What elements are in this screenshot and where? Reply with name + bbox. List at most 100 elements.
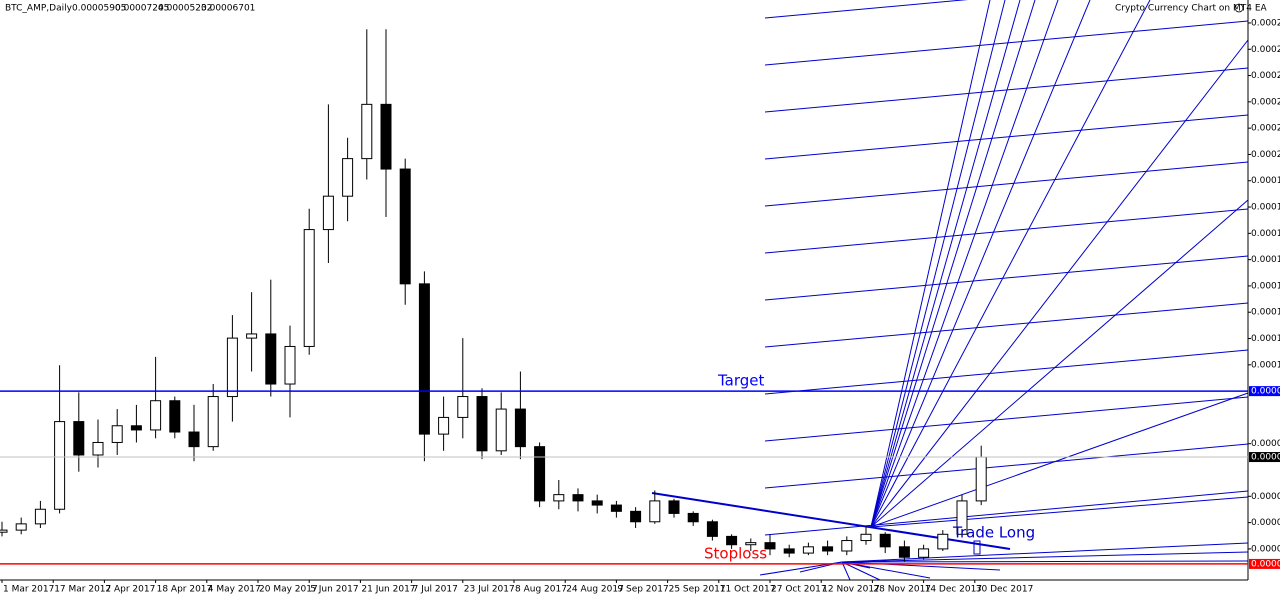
y-tick-label: 0.00023 xyxy=(1251,97,1280,107)
y-tick-label: 0.00019 xyxy=(1251,176,1280,186)
channel-line xyxy=(764,396,1249,442)
y-tick-label: 0.00013 xyxy=(1251,308,1280,318)
x-tick-label: 17 Mar 2017 xyxy=(54,585,111,595)
gann-fan-line xyxy=(841,551,1249,563)
x-tick-label: 27 Oct 2017 xyxy=(771,585,827,595)
candle-body xyxy=(726,535,738,546)
gann-fan-line xyxy=(870,0,1021,528)
x-tick-label: 18 Apr 2017 xyxy=(157,585,213,595)
x-tick-label: 9 Sep 2017 xyxy=(617,585,668,595)
gann-fan-line xyxy=(870,392,1249,528)
candle-body xyxy=(783,548,795,554)
candle-body xyxy=(745,542,757,546)
candle-body xyxy=(553,494,565,502)
x-tick-label: 24 Aug 2017 xyxy=(566,585,624,595)
candle-body xyxy=(0,529,8,533)
candle-body xyxy=(207,396,219,448)
channel-line xyxy=(764,208,1249,254)
x-tick-label: 5 Jun 2017 xyxy=(310,585,358,595)
candle-body xyxy=(226,337,238,398)
channel-line xyxy=(764,255,1249,301)
header-low: 0.00005232 xyxy=(158,4,212,14)
candle-body xyxy=(956,500,968,535)
candle-body xyxy=(879,533,891,548)
gann-fan-line xyxy=(870,0,1151,528)
candle-body xyxy=(687,512,699,523)
y-tick-label: 0.00017 xyxy=(1251,229,1280,239)
candle-body xyxy=(822,546,834,552)
header-close: 0.00006701 xyxy=(201,4,255,14)
candle-body xyxy=(150,400,162,431)
candle-body xyxy=(284,345,296,385)
gann-fan-line xyxy=(870,0,1036,528)
gann-fan-line xyxy=(841,561,871,569)
x-tick-label: 12 Nov 2017 xyxy=(822,585,880,595)
candle-body xyxy=(572,494,584,502)
channel-line xyxy=(764,349,1249,395)
candle-body xyxy=(130,425,142,431)
candle-body xyxy=(457,396,469,418)
candle-body xyxy=(802,546,814,554)
candle-body xyxy=(975,456,987,502)
candle-body xyxy=(399,168,411,285)
header-open: 0.00005905 xyxy=(72,4,126,14)
x-tick-label: 11 Oct 2017 xyxy=(720,585,776,595)
x-tick-label: 2 Apr 2017 xyxy=(105,585,155,595)
close-icon[interactable] xyxy=(1234,3,1244,13)
channel-line xyxy=(764,302,1249,348)
gann-fan-line xyxy=(870,0,1059,528)
gann-fan-line xyxy=(841,542,1249,563)
channel-line xyxy=(764,0,969,19)
x-tick-label: 4 May 2017 xyxy=(208,585,261,595)
header-high: 0.00007245 xyxy=(115,4,169,14)
y-tick-label: 0.00002 xyxy=(1251,544,1280,554)
candle-body xyxy=(111,425,123,443)
y-tick-label: 0.00003 xyxy=(1251,518,1280,528)
candle-body xyxy=(438,416,450,435)
candle-body xyxy=(476,396,488,452)
trendline xyxy=(651,492,1011,550)
buy-arrow xyxy=(973,540,981,555)
gann-fan-line xyxy=(841,560,1249,563)
y-tick-label: 0.00004 xyxy=(1251,492,1280,502)
x-tick-label: 1 Mar 2017 xyxy=(3,585,54,595)
candle-body xyxy=(495,408,507,452)
candle-body xyxy=(918,548,930,558)
y-tick-label: 0.00012 xyxy=(1251,334,1280,344)
x-tick-label: 8 Aug 2017 xyxy=(515,585,567,595)
current-price-label: 0.00006 xyxy=(1251,453,1280,463)
candle-body xyxy=(322,195,334,231)
y-tick-label: 0.00022 xyxy=(1251,124,1280,134)
y-tick-label: 0.00027 xyxy=(1251,18,1280,28)
candle-body xyxy=(610,504,622,512)
candle-body xyxy=(841,540,853,552)
candle-body xyxy=(937,533,949,550)
y-tick-label: 0.00016 xyxy=(1251,255,1280,265)
candle-body xyxy=(15,523,27,531)
candle-body xyxy=(169,400,181,433)
y-tick-label: 0.00026 xyxy=(1251,45,1280,55)
current-price-box xyxy=(1249,452,1280,463)
candle-body xyxy=(860,533,872,542)
gann-fan-line xyxy=(870,0,1006,528)
x-tick-label: 23 Jul 2017 xyxy=(464,585,515,595)
x-tick-label: 7 Jul 2017 xyxy=(413,585,458,595)
y-tick-label: 0.00014 xyxy=(1251,281,1280,291)
candle-body xyxy=(246,333,258,339)
candle-body xyxy=(303,229,315,347)
y-tick-label: 0.00018 xyxy=(1251,203,1280,213)
candle-body xyxy=(188,431,200,448)
gann-fan-line xyxy=(841,561,881,581)
stoploss-label: Stoploss xyxy=(704,544,767,562)
channel-line xyxy=(764,20,1249,66)
gann-fan-line xyxy=(870,496,1249,528)
candle-body xyxy=(649,500,661,523)
candle-body xyxy=(534,446,546,502)
gann-fan-line xyxy=(870,199,1249,528)
caption: Crypto Currency Chart on MT4 EA xyxy=(1115,4,1268,14)
y-tick-label: 0.00007 xyxy=(1251,439,1280,449)
gann-fan-line xyxy=(870,0,991,528)
candle-body xyxy=(630,510,642,523)
